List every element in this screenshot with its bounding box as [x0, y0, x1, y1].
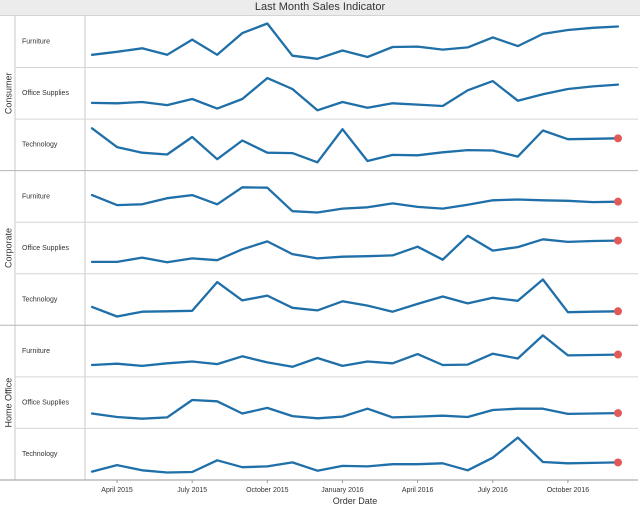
category-label: Technology	[22, 296, 58, 303]
series-line	[90, 234, 620, 264]
category-label: Furniture	[22, 348, 50, 355]
series-line	[90, 334, 620, 368]
series-line	[90, 436, 620, 474]
segment-label: Consumer	[3, 73, 13, 115]
segment-label: Home Office	[3, 378, 13, 428]
x-tick-label: October 2015	[246, 487, 289, 494]
sales-indicator-chart: Consumer Furniture Office Supplies Technolo…	[0, 16, 638, 506]
category-label: Furniture	[22, 39, 50, 46]
segment-label: Corporate	[3, 228, 13, 268]
category-label: Technology	[22, 142, 58, 149]
series-line	[90, 76, 620, 112]
series-line	[90, 186, 620, 214]
category-label: Office Supplies	[22, 399, 69, 406]
series-line	[90, 127, 620, 164]
category-label: Furniture	[22, 193, 50, 200]
x-tick-label: October 2016	[547, 487, 590, 494]
chart-title-bar: Last Month Sales Indicator	[0, 0, 640, 16]
last-month-marker	[614, 409, 622, 418]
last-month-marker	[614, 307, 622, 316]
category-label: Office Supplies	[22, 90, 69, 97]
series-line	[90, 278, 620, 318]
category-label: Technology	[22, 451, 58, 458]
last-month-marker	[614, 458, 622, 467]
last-month-marker	[614, 197, 622, 206]
last-month-marker	[614, 134, 622, 143]
category-label: Office Supplies	[22, 245, 69, 252]
series-line	[90, 22, 620, 60]
x-tick-label: April 2016	[402, 487, 434, 494]
x-tick-label: January 2016	[321, 487, 364, 494]
last-month-marker	[614, 350, 622, 359]
x-tick-label: July 2016	[478, 487, 508, 494]
x-tick-label: July 2015	[177, 487, 207, 494]
last-month-marker	[614, 236, 622, 245]
series-line	[90, 398, 620, 420]
x-tick-label: April 2015	[101, 487, 133, 494]
chart-title: Last Month Sales Indicator	[254, 1, 386, 13]
x-axis-title: Order Date	[333, 496, 378, 506]
